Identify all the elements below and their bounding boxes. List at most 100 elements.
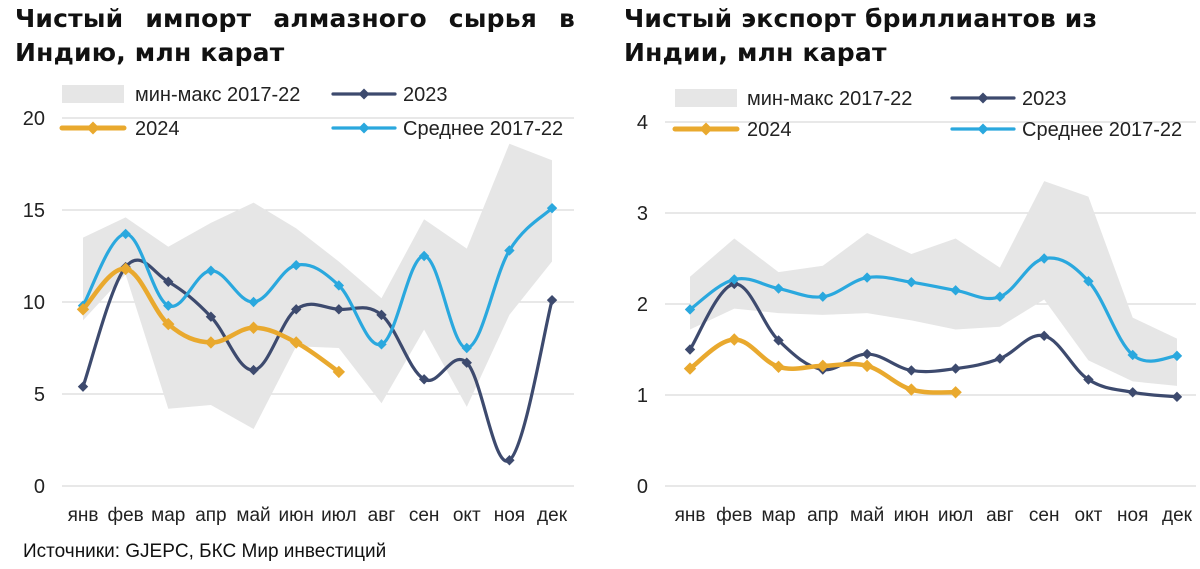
data-point-avg <box>461 342 472 354</box>
x-tick-label: сен <box>409 505 440 526</box>
data-point-y2023 <box>1171 391 1183 403</box>
data-point-y2023 <box>248 364 259 376</box>
y-tick-label: 0 <box>637 476 648 498</box>
legend-marker-y2024 <box>86 121 100 135</box>
data-point-avg <box>906 276 917 288</box>
legend-label: 2024 <box>747 119 792 141</box>
data-point-y2023 <box>1127 387 1138 398</box>
data-point-y2023 <box>461 357 472 368</box>
data-point-y2023 <box>546 294 558 306</box>
data-point-y2023 <box>861 348 873 360</box>
x-tick-label: янв <box>675 505 706 526</box>
data-point-avg <box>291 260 302 271</box>
data-point-y2023 <box>906 365 917 376</box>
data-point-y2023 <box>376 309 387 321</box>
y-tick-label: 4 <box>637 112 648 134</box>
y-tick-label: 15 <box>23 200 45 222</box>
legend-marker-y2024 <box>699 122 713 136</box>
minmax-band <box>83 143 552 430</box>
data-point-y2023 <box>163 276 174 287</box>
x-tick-label: фев <box>107 505 143 526</box>
data-point-y2023 <box>684 344 696 355</box>
x-tick-label: ноя <box>1117 505 1148 526</box>
x-tick-label: июн <box>894 505 929 526</box>
x-tick-label: июл <box>321 505 357 526</box>
x-tick-label: фев <box>716 505 752 526</box>
data-point-y2024 <box>119 262 132 276</box>
data-point-y2024 <box>772 360 785 373</box>
source-note: Источники: GJEPC, БКС Мир инвестиций <box>23 541 387 562</box>
legend-marker-avg <box>977 123 989 135</box>
data-point-y2024 <box>949 386 962 399</box>
data-point-avg <box>684 304 696 315</box>
chart-0: 0 5 10 15 20 янв фев мар апр май июн июл авг сен окт но… <box>23 84 574 526</box>
y-tick-label: 10 <box>23 292 45 314</box>
data-point-avg <box>205 265 217 276</box>
data-point-y2024 <box>76 303 90 316</box>
data-point-avg <box>163 300 174 311</box>
data-point-avg <box>1083 276 1094 287</box>
data-point-y2023 <box>994 353 1006 364</box>
data-point-y2024 <box>905 383 918 396</box>
x-tick-label: июл <box>938 505 974 526</box>
data-point-avg <box>546 202 558 214</box>
data-point-y2024 <box>683 362 697 375</box>
data-point-avg <box>817 291 829 302</box>
data-point-y2024 <box>204 336 218 349</box>
x-tick-label: апр <box>195 505 226 526</box>
x-tick-label: июн <box>279 505 314 526</box>
data-point-y2023 <box>1083 374 1094 385</box>
data-point-avg <box>861 272 873 283</box>
data-point-y2023 <box>291 304 302 315</box>
legend-marker-y2023 <box>977 92 989 104</box>
y-tick-label: 0 <box>34 476 45 498</box>
y-tick-label: 3 <box>637 203 648 225</box>
data-point-y2024 <box>290 336 303 349</box>
x-tick-label: ноя <box>494 505 525 526</box>
data-point-y2023 <box>205 311 217 322</box>
x-tick-label: сен <box>1029 505 1060 526</box>
x-tick-label: мар <box>761 505 795 526</box>
minmax-band <box>690 181 1177 386</box>
data-point-y2023 <box>773 335 784 346</box>
legend-marker-avg <box>358 122 370 134</box>
data-point-y2023 <box>1038 330 1050 342</box>
y-tick-label: 2 <box>637 294 648 316</box>
y-tick-label: 1 <box>637 385 648 407</box>
x-tick-label: янв <box>68 505 99 526</box>
x-tick-label: окт <box>453 505 481 526</box>
legend-label: 2023 <box>1022 88 1067 110</box>
data-point-avg <box>1127 349 1138 361</box>
data-point-avg <box>1038 253 1050 264</box>
x-tick-label: авг <box>986 505 1014 526</box>
data-point-y2023 <box>77 381 89 392</box>
data-point-avg <box>418 250 430 262</box>
data-point-y2024 <box>728 333 741 346</box>
data-point-avg <box>376 339 387 350</box>
x-tick-label: дек <box>1162 505 1193 526</box>
data-point-avg <box>504 245 515 256</box>
y-tick-label: 20 <box>23 108 45 130</box>
x-tick-label: окт <box>1075 505 1103 526</box>
data-point-avg <box>248 296 259 308</box>
legend-label: мин-макс 2017-22 <box>135 84 300 106</box>
data-point-y2023 <box>504 455 515 466</box>
x-tick-label: дек <box>537 505 568 526</box>
legend-swatch-band <box>675 89 737 107</box>
chart-title-export: Чистый экспорт бриллиантов из Индии, млн… <box>624 4 1098 67</box>
y-tick-label: 5 <box>34 384 45 406</box>
chart-1: 0 1 2 3 4 янв фев мар апр май июн июл авг сен окт ноя де… <box>637 88 1196 526</box>
data-point-y2023 <box>950 363 961 374</box>
data-point-avg <box>120 228 131 240</box>
data-point-y2024 <box>162 317 175 331</box>
data-point-y2023 <box>418 374 430 385</box>
data-point-y2024 <box>816 359 830 373</box>
legend-label: мин-макс 2017-22 <box>747 88 912 110</box>
legend-label: 2024 <box>135 118 180 140</box>
data-point-avg <box>1171 350 1183 362</box>
x-tick-label: май <box>850 505 884 526</box>
data-point-avg <box>950 285 961 296</box>
x-tick-label: апр <box>807 505 838 526</box>
data-point-y2024 <box>332 365 346 379</box>
